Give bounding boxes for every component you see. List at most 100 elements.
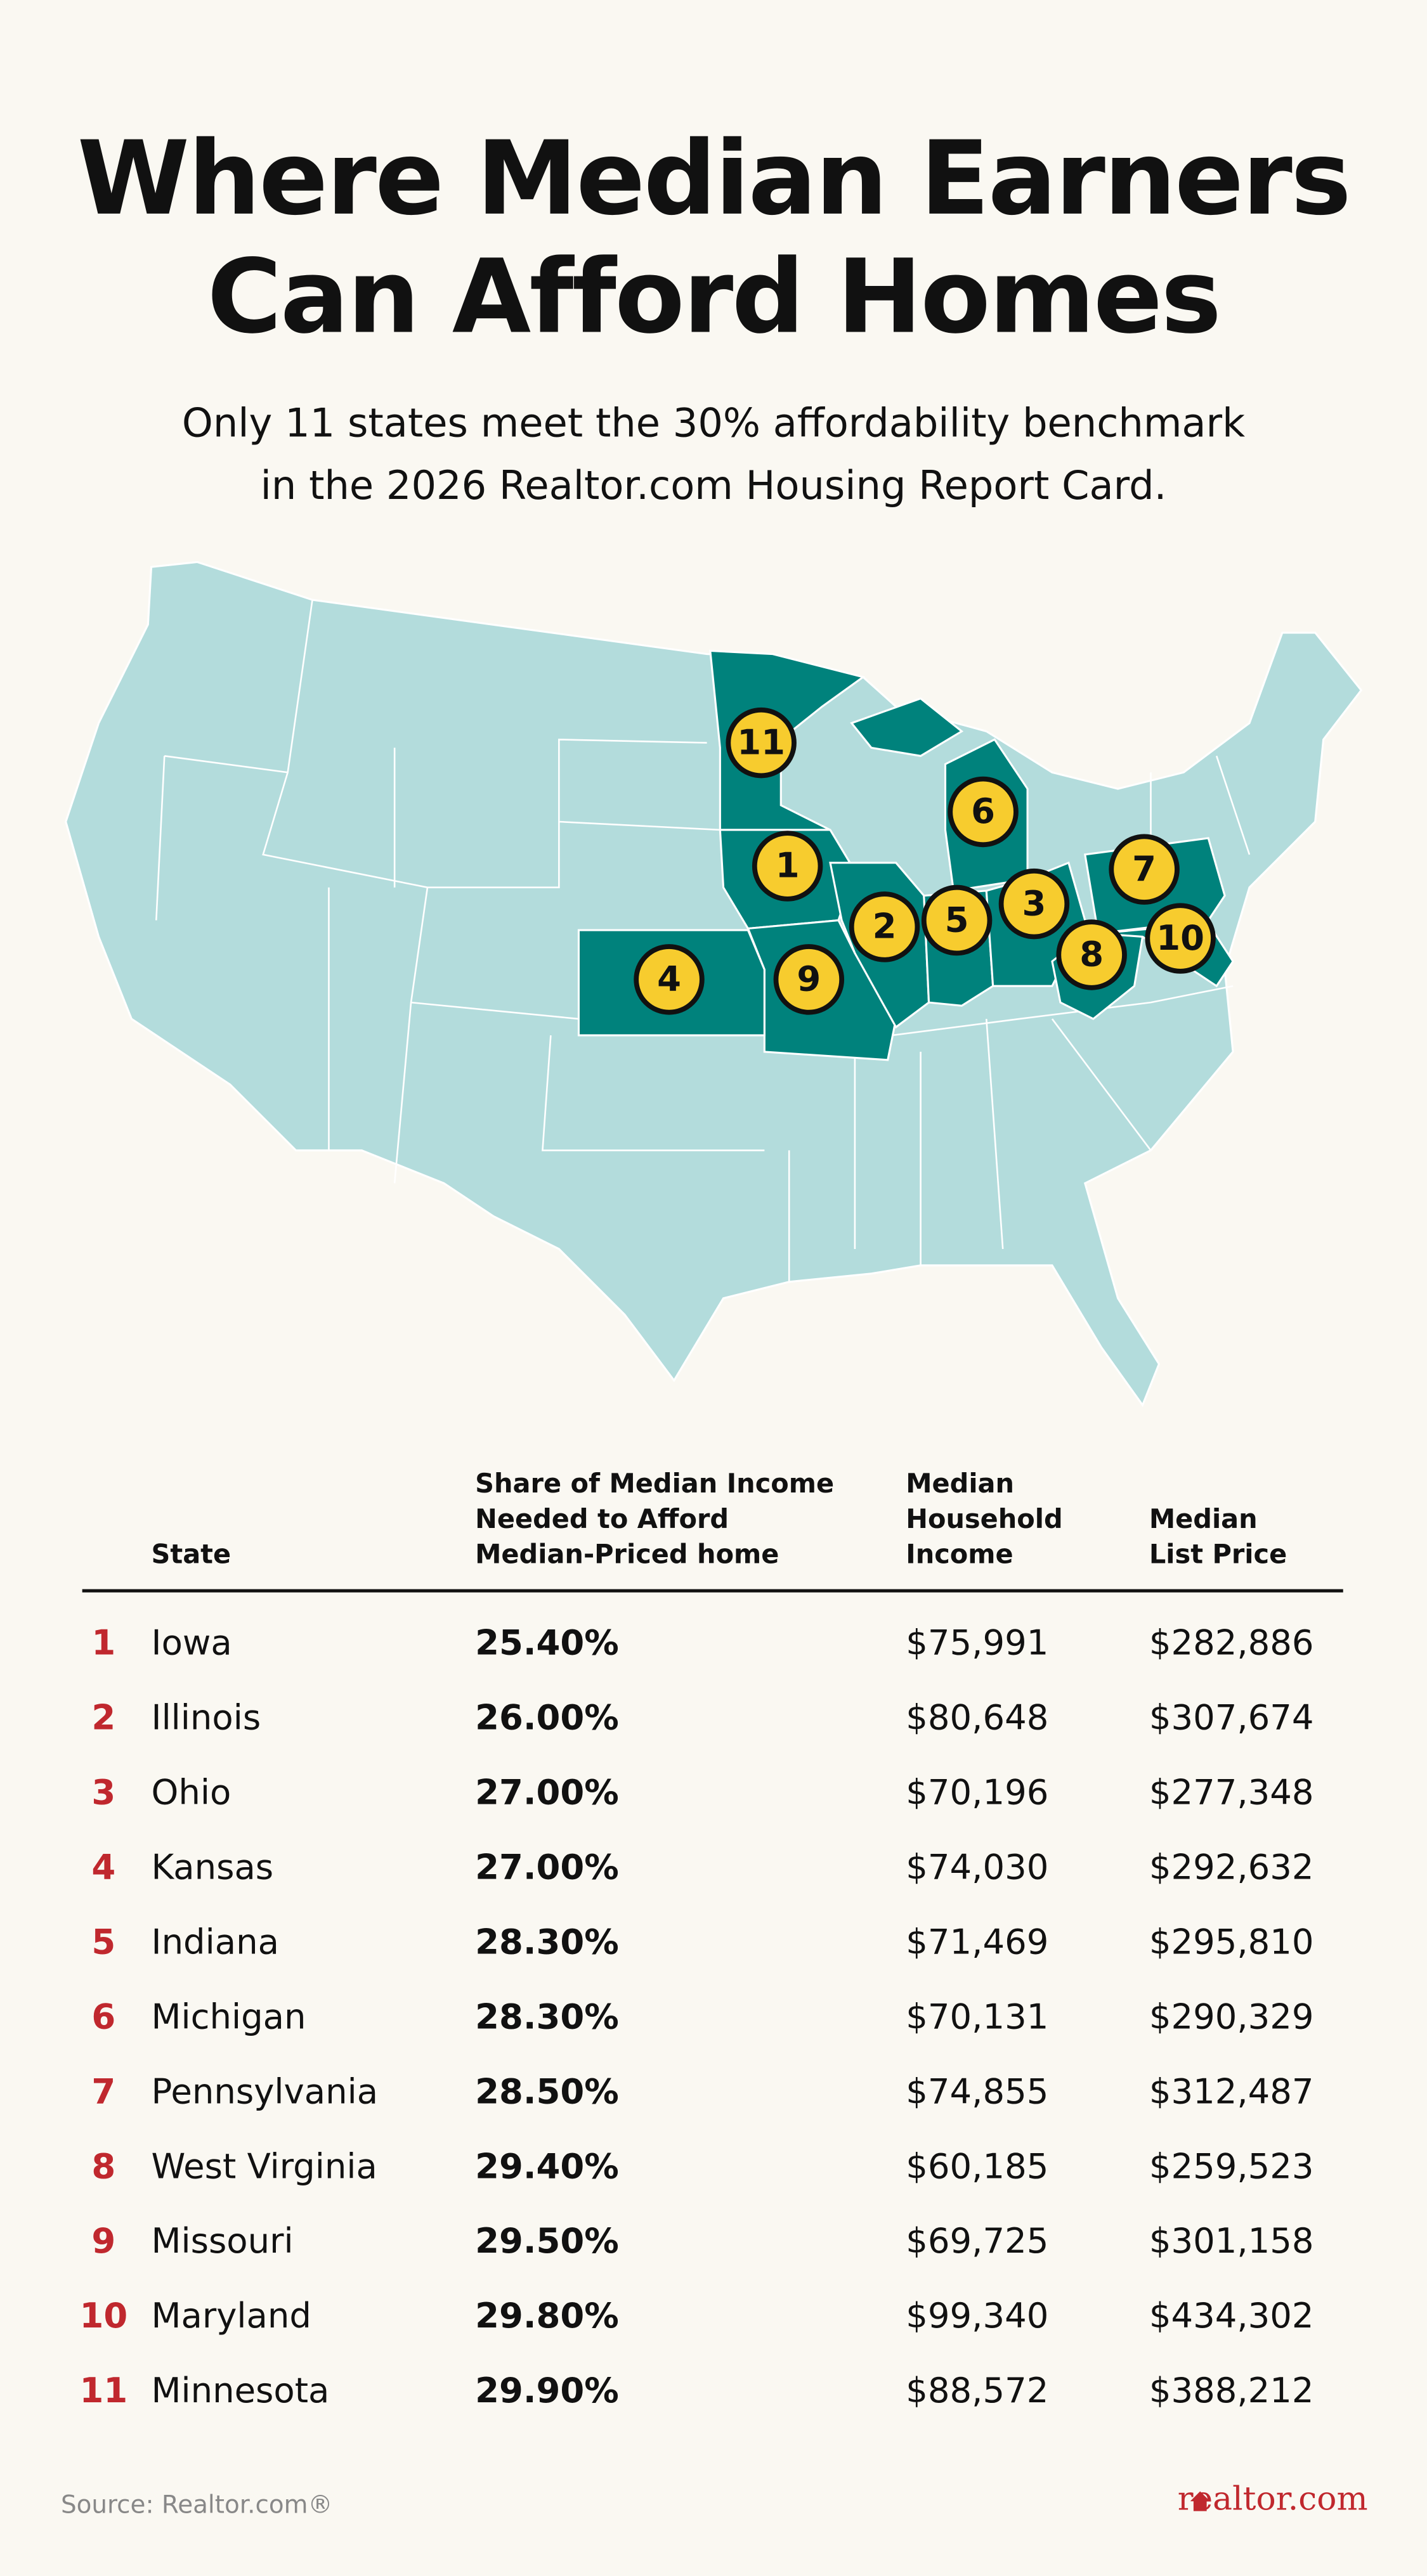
income: $70,196 [906, 1772, 1048, 1813]
list-price: $388,212 [1149, 2370, 1314, 2411]
income: $71,469 [906, 1921, 1048, 1962]
marker-circle [1056, 919, 1127, 990]
share: 27.00% [475, 1847, 619, 1887]
share: 28.30% [475, 1921, 619, 1962]
income: $80,648 [906, 1697, 1048, 1738]
rank: 3 [91, 1772, 115, 1813]
rank: 11 [79, 2370, 127, 2411]
state-name: Ohio [152, 1772, 231, 1813]
column-header: Share of Median Income [475, 1468, 834, 1499]
column-header: Median [1149, 1504, 1258, 1534]
income: $60,185 [906, 2146, 1048, 2186]
state-name: Missouri [152, 2220, 294, 2261]
us-map [65, 560, 1363, 1408]
column-header: Needed to Afford [475, 1504, 729, 1534]
title-line: Can Afford Homes [207, 237, 1220, 356]
state-name: Iowa [152, 1622, 232, 1663]
state-borders [155, 599, 1251, 1282]
source: Source: Realtor.com® [61, 2490, 332, 2519]
marker-circle [921, 884, 993, 956]
subtitle-line: Only 11 states meet the 30% affordabilit… [182, 399, 1245, 446]
rank: 7 [91, 2071, 115, 2111]
marker-label: 2 [873, 906, 897, 947]
share: 25.40% [475, 1622, 619, 1663]
list-price: $312,487 [1149, 2071, 1314, 2111]
income: $74,030 [906, 1847, 1048, 1887]
marker-circle [849, 891, 920, 962]
share: 28.30% [475, 1996, 619, 2036]
column-header: Median [906, 1468, 1014, 1499]
share: 29.80% [475, 2295, 619, 2336]
rank: 6 [91, 1996, 115, 2036]
income: $69,725 [906, 2220, 1048, 2261]
marker-label: 6 [971, 791, 995, 831]
state-michigan-upper [850, 697, 964, 757]
rank: 5 [91, 1921, 115, 1962]
marker-circle [634, 944, 705, 1015]
state-name: Illinois [152, 1697, 261, 1738]
marker-label: 7 [1132, 848, 1156, 889]
marker-label: 1 [776, 845, 800, 886]
column-header: Median-Priced home [475, 1539, 779, 1570]
state-name: Michigan [152, 1996, 306, 2036]
title-line: Where Median Earners [77, 119, 1350, 238]
column-header: Income [906, 1539, 1013, 1570]
marker-label: 9 [797, 959, 821, 999]
share: 28.50% [475, 2071, 619, 2111]
marker-circle [948, 776, 1019, 848]
list-price: $295,810 [1149, 1921, 1314, 1962]
share: 29.90% [475, 2370, 619, 2411]
list-price: $301,158 [1149, 2220, 1314, 2261]
marker-circle [726, 707, 797, 779]
subtitle: Only 11 states meet the 30% affordabilit… [182, 399, 1245, 508]
marker-circle [998, 868, 1070, 940]
income: $70,131 [906, 1996, 1048, 2036]
marker-circle [773, 944, 845, 1015]
state-name: Indiana [152, 1921, 279, 1962]
state-minnesota [709, 649, 866, 831]
marker-circle [752, 831, 823, 902]
state-name: Maryland [152, 2295, 311, 2336]
rank: 4 [91, 1847, 115, 1887]
subtitle-line: in the 2026 Realtor.com Housing Report C… [261, 462, 1167, 508]
share: 27.00% [475, 1772, 619, 1813]
rank: 9 [91, 2220, 115, 2261]
marker-label: 3 [1022, 883, 1046, 923]
marker-label: 5 [945, 899, 969, 940]
list-price: $290,329 [1149, 1996, 1314, 2036]
rank: 10 [79, 2295, 127, 2336]
list-price: $292,632 [1149, 1847, 1314, 1887]
marker-label: 10 [1156, 917, 1204, 958]
share: 29.40% [475, 2146, 619, 2186]
income: $99,340 [906, 2295, 1048, 2336]
logo: realtor.com [1178, 2480, 1368, 2518]
rank: 1 [91, 1622, 115, 1663]
marker-label: 8 [1079, 934, 1104, 974]
list-price: $434,302 [1149, 2295, 1314, 2336]
state-name: Kansas [152, 1847, 274, 1887]
income: $74,855 [906, 2071, 1048, 2111]
share: 29.50% [475, 2220, 619, 2261]
table: State Share of Median Income Needed to Aff… [79, 1468, 1343, 2411]
list-price: $282,886 [1149, 1622, 1314, 1663]
list-price: $307,674 [1149, 1697, 1314, 1738]
column-header: List Price [1149, 1539, 1287, 1570]
logo-icon [1190, 2491, 1210, 2511]
marker-label: 4 [657, 959, 681, 999]
list-price: $259,523 [1149, 2146, 1314, 2186]
list-price: $277,348 [1149, 1772, 1314, 1813]
marker-label: 11 [737, 722, 785, 762]
state-name: West Virginia [152, 2146, 377, 2186]
rank: 8 [91, 2146, 115, 2186]
share: 26.00% [475, 1697, 619, 1738]
rank: 2 [91, 1697, 115, 1738]
marker-circle [1145, 903, 1216, 974]
state-name: Pennsylvania [152, 2071, 379, 2111]
marker-circle [1109, 834, 1180, 905]
state-name: Minnesota [152, 2370, 330, 2411]
income: $88,572 [906, 2370, 1048, 2411]
